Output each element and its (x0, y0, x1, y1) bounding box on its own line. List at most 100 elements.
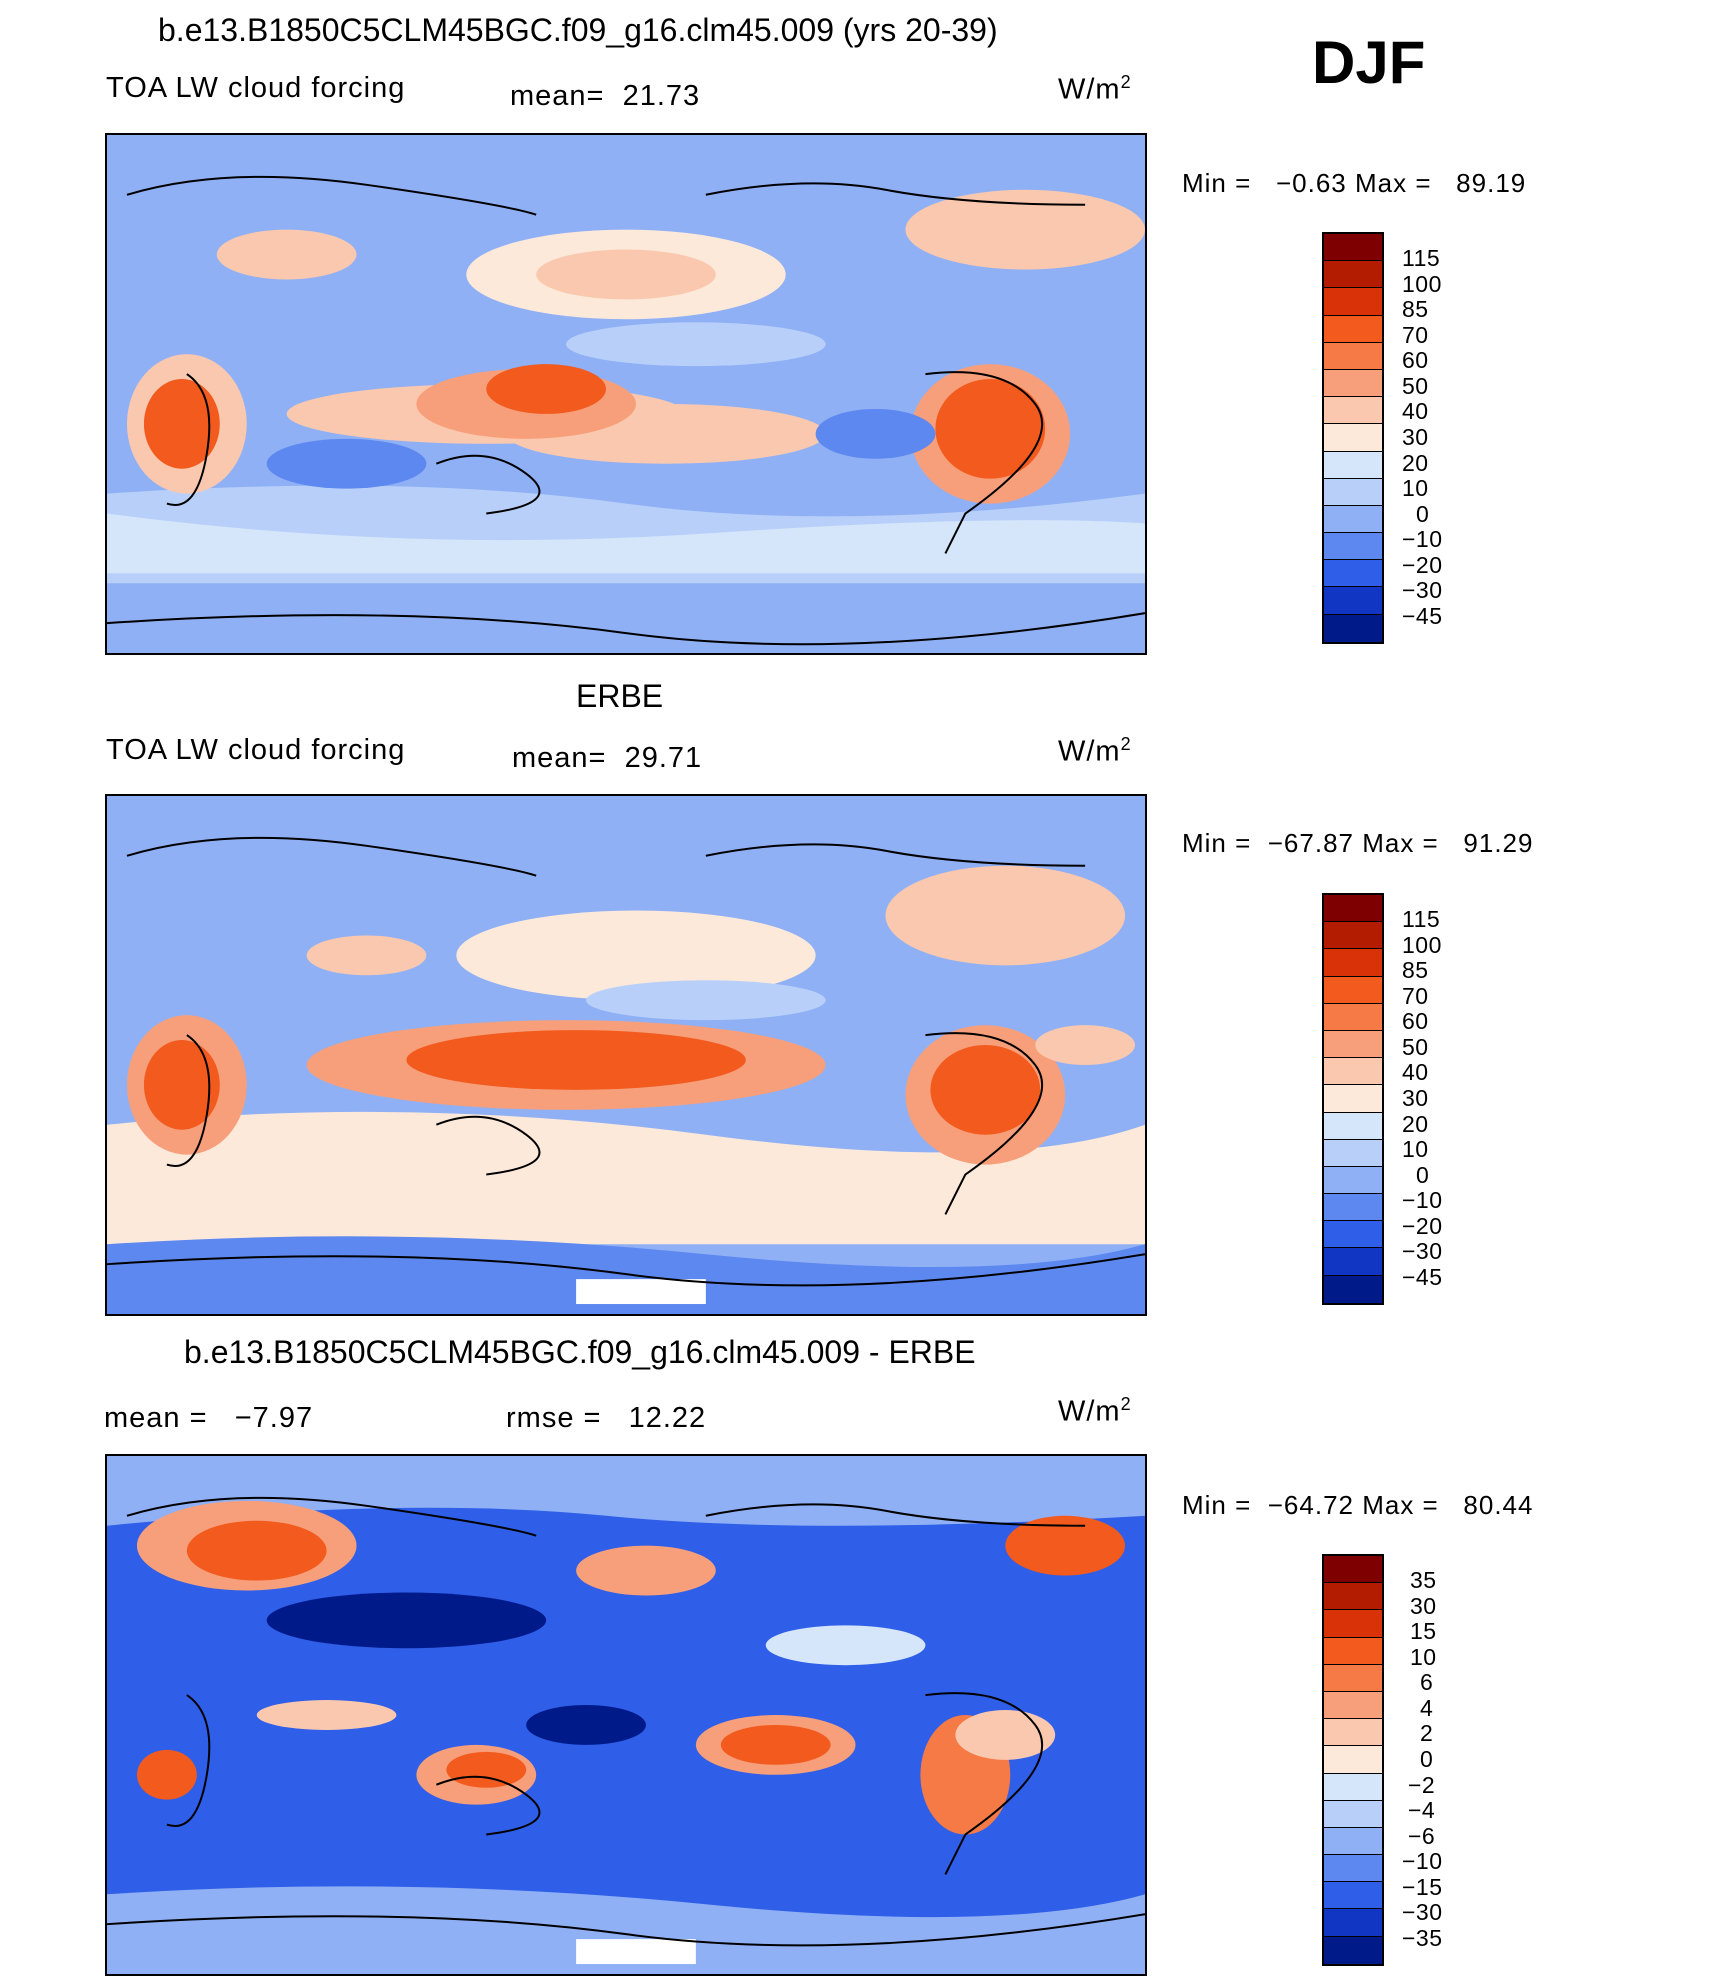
colorbar-swatch (1324, 1610, 1382, 1638)
colorbar-label: −30 (1402, 577, 1443, 603)
colorbar-swatch (1324, 922, 1382, 950)
colorbar-swatch (1324, 1691, 1382, 1720)
colorbar-swatch (1324, 1664, 1382, 1692)
colorbar-swatch (1324, 587, 1382, 615)
colorbar-swatch (1324, 1637, 1382, 1665)
colorbar-swatch (1324, 1085, 1382, 1113)
panel-2-mean: mean= 29.71 (512, 742, 703, 774)
colorbar-swatch (1324, 1719, 1382, 1747)
colorbar-swatch (1324, 1936, 1382, 1964)
colorbar-swatch (1324, 1773, 1382, 1801)
colorbar-label: 85 (1402, 296, 1429, 322)
colorbar-label: 30 (1402, 1085, 1429, 1111)
colorbar-label: 115 (1402, 245, 1441, 271)
colorbar-label: 70 (1402, 983, 1429, 1009)
colorbar-swatch (1324, 1882, 1382, 1910)
colorbar-label: −2 (1408, 1772, 1436, 1798)
colorbar-swatch (1324, 234, 1382, 262)
panel-1-map (105, 133, 1147, 655)
panel-3-title: b.e13.B1850C5CLM45BGC.f09_g16.clm45.009 … (184, 1334, 976, 1370)
colorbar-label: 2 (1420, 1720, 1434, 1746)
panel-2-minmax: Min = −67.87 Max = 91.29 (1182, 828, 1534, 858)
panel-2-map (105, 794, 1147, 1316)
colorbar-label: −20 (1402, 1213, 1443, 1239)
colorbar-label: 50 (1402, 373, 1429, 399)
panel-1-colorbar (1322, 232, 1384, 644)
colorbar-swatch (1324, 478, 1382, 506)
colorbar-label: 50 (1402, 1034, 1429, 1060)
colorbar-swatch (1324, 261, 1382, 289)
colorbar-swatch (1324, 895, 1382, 923)
colorbar-swatch (1324, 976, 1382, 1004)
panel-2-units: W/m2 (1058, 734, 1132, 768)
panel-2-title: ERBE (576, 678, 664, 714)
panel-1-minmax: Min = −0.63 Max = 89.19 (1182, 168, 1527, 198)
season-label: DJF (1312, 29, 1426, 96)
colorbar-swatch (1324, 1827, 1382, 1856)
panel-2-variable: TOA LW cloud forcing (106, 734, 406, 766)
colorbar-swatch (1324, 1139, 1382, 1167)
colorbar-label: 20 (1402, 1111, 1429, 1137)
colorbar-label: 60 (1402, 1008, 1429, 1034)
colorbar-label: 30 (1402, 424, 1429, 450)
colorbar-swatch (1324, 1556, 1382, 1584)
colorbar-label: −30 (1402, 1238, 1443, 1264)
panel-1-variable: TOA LW cloud forcing (106, 72, 406, 104)
colorbar-label: 15 (1410, 1618, 1437, 1644)
panel-3-rmse: rmse = 12.22 (506, 1402, 707, 1434)
colorbar-swatch (1324, 397, 1382, 425)
colorbar-swatch (1324, 288, 1382, 316)
colorbar-swatch (1324, 1746, 1382, 1774)
panel-3-mean: mean = −7.97 (104, 1402, 314, 1434)
panel-2-colorbar (1322, 893, 1384, 1305)
colorbar-swatch (1324, 1855, 1382, 1883)
panel-1-mean: mean= 21.73 (510, 80, 701, 112)
colorbar-label: 70 (1402, 322, 1429, 348)
colorbar-label: −45 (1402, 603, 1443, 629)
colorbar-swatch (1324, 1800, 1382, 1828)
panel-1-title: b.e13.B1850C5CLM45BGC.f09_g16.clm45.009 … (158, 12, 998, 48)
colorbar-swatch (1324, 505, 1382, 534)
panel-3-colorbar (1322, 1554, 1384, 1966)
colorbar-label: −6 (1408, 1823, 1436, 1849)
colorbar-label: −45 (1402, 1264, 1443, 1290)
colorbar-swatch (1324, 315, 1382, 343)
colorbar-label: 40 (1402, 398, 1429, 424)
colorbar-label: −4 (1408, 1797, 1436, 1823)
colorbar-swatch (1324, 1909, 1382, 1937)
colorbar-swatch (1324, 1275, 1382, 1303)
panel-2-map-field (107, 796, 1145, 1314)
colorbar-label: 10 (1402, 1136, 1429, 1162)
colorbar-label: −15 (1402, 1874, 1443, 1900)
colorbar-label: 100 (1402, 271, 1442, 297)
colorbar-swatch (1324, 949, 1382, 977)
panel-3-units: W/m2 (1058, 1394, 1132, 1428)
colorbar-label: 0 (1420, 1746, 1434, 1772)
colorbar-label: 100 (1402, 932, 1442, 958)
colorbar-swatch (1324, 1112, 1382, 1140)
colorbar-swatch (1324, 451, 1382, 479)
colorbar-label: 10 (1410, 1644, 1437, 1670)
panel-1-map-field (107, 135, 1145, 653)
colorbar-label: 35 (1410, 1567, 1437, 1593)
panel-3-minmax: Min = −64.72 Max = 80.44 (1182, 1490, 1534, 1520)
colorbar-swatch (1324, 1166, 1382, 1195)
colorbar-label: 85 (1402, 957, 1429, 983)
colorbar-label: −30 (1402, 1899, 1443, 1925)
colorbar-label: 0 (1416, 1162, 1430, 1188)
colorbar-label: 10 (1402, 475, 1429, 501)
panel-3-map (105, 1454, 1147, 1976)
colorbar-swatch (1324, 369, 1382, 398)
panel-3-map-field (107, 1456, 1145, 1974)
colorbar-swatch (1324, 1003, 1382, 1031)
colorbar-swatch (1324, 424, 1382, 452)
colorbar-swatch (1324, 560, 1382, 588)
colorbar-label: 30 (1410, 1593, 1437, 1619)
colorbar-swatch (1324, 342, 1382, 370)
panel-1-units: W/m2 (1058, 72, 1132, 106)
colorbar-label: 40 (1402, 1059, 1429, 1085)
colorbar-label: −10 (1402, 526, 1443, 552)
colorbar-label: 60 (1402, 347, 1429, 373)
colorbar-label: 115 (1402, 906, 1441, 932)
colorbar-label: 4 (1420, 1695, 1434, 1721)
